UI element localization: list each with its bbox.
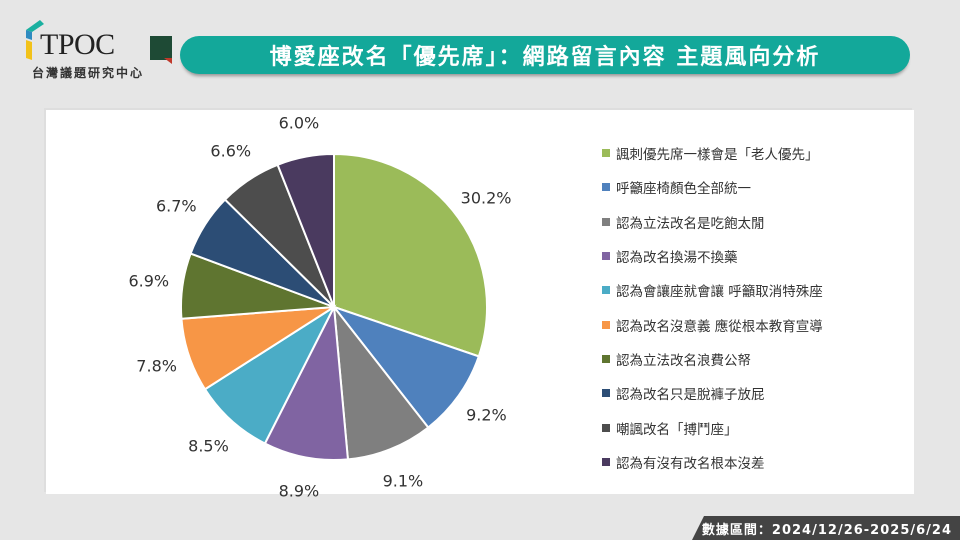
legend-item: 認為會讓座就會讓 呼籲取消特殊座 [602, 273, 902, 307]
legend-swatch-icon [602, 217, 610, 226]
legend-item: 認為立法改名浪費公帑 [602, 342, 902, 376]
legend-swatch-icon [602, 286, 610, 295]
legend-swatch-icon [602, 183, 610, 192]
legend-label: 認為有沒有改名根本沒差 [616, 455, 765, 472]
pie-chart: 30.2% 9.2% 9.1% 8.9% 8.5% 7.8% 6.9% 6.7% 6.6% 6.0… [46, 110, 606, 500]
legend-swatch-icon [602, 423, 610, 432]
legend-item: 嘲諷改名「搏鬥座」 [602, 410, 902, 444]
pie-data-label: 6.0% [278, 113, 320, 133]
pie-slice [333, 152, 489, 358]
legend-swatch-icon [602, 354, 610, 363]
pie-data-label: 8.5% [188, 436, 229, 456]
legend-label: 認為立法改名是吃飽太閒 [616, 215, 765, 232]
date-range-bar: 數據區間：2024/12/26-2025/6/24 [692, 516, 960, 540]
tpoc-logo: TPOC 台灣議題研究中心 [24, 18, 172, 80]
legend-item: 認為有沒有改名根本沒差 [602, 445, 902, 479]
legend-item: 呼籲座椅顏色全部統一 [602, 170, 902, 204]
legend-label: 認為改名換湯不換藥 [616, 250, 738, 267]
pie-slice [332, 303, 430, 461]
legend-swatch-icon [602, 252, 610, 261]
pie-data-label: 6.9% [128, 271, 170, 291]
legend-swatch-icon [602, 457, 610, 466]
legend-label: 認為改名沒意義 應從根本教育宣導 [616, 318, 823, 335]
pie-data-label: 8.9% [278, 481, 320, 501]
legend-label: 認為立法改名浪費公帑 [616, 352, 751, 369]
pie-data-label: 7.8% [136, 356, 177, 376]
legend-item: 認為改名換湯不換藥 [602, 239, 902, 273]
pie-data-label: 6.7% [155, 196, 197, 216]
pie-data-label: 6.6% [210, 141, 252, 161]
pie-slice [276, 152, 335, 308]
legend-item: 認為立法改名是吃飽太閒 [602, 205, 902, 239]
pie-data-label: 9.1% [382, 471, 424, 491]
chart-card: 30.2% 9.2% 9.1% 8.9% 8.5% 7.8% 6.9% 6.7% 6.6% 6.0… [46, 110, 914, 500]
chart-legend: 諷刺優先席一樣會是「老人優先」 呼籲座椅顏色全部統一 認為立法改名是吃飽太閒 認… [602, 136, 902, 479]
pie-slice [331, 304, 481, 429]
legend-label: 諷刺優先席一樣會是「老人優先」 [616, 147, 819, 164]
legend-swatch-icon [602, 389, 610, 398]
legend-swatch-icon [602, 320, 610, 329]
pie-slice [263, 303, 350, 461]
logo-badge-icon [150, 36, 172, 60]
date-range-text: 數據區間：2024/12/26-2025/6/24 [701, 522, 952, 538]
title-bar: 博愛座改名「優先席」：網路留言內容 主題風向分析 [180, 36, 910, 74]
legend-label: 嘲諷改名「搏鬥座」 [616, 421, 738, 438]
legend-label: 呼籲座椅顏色全部統一 [616, 181, 751, 198]
pie-chart-svg [180, 152, 489, 461]
pie-data-label: 9.2% [466, 405, 507, 425]
legend-item: 認為改名沒意義 應從根本教育宣導 [602, 307, 902, 341]
logo-mark-icon [26, 20, 44, 60]
logo-subtitle: 台灣議題研究中心 [32, 66, 145, 80]
legend-label: 認為改名只是脫褲子放屁 [616, 387, 765, 404]
legend-label: 認為會讓座就會讓 呼籲取消特殊座 [616, 284, 823, 301]
legend-item: 諷刺優先席一樣會是「老人優先」 [602, 136, 902, 170]
legend-swatch-icon [602, 149, 610, 158]
legend-item: 認為改名只是脫褲子放屁 [602, 376, 902, 410]
pie-data-label: 30.2% [460, 188, 512, 208]
logo-text: TPOC [40, 28, 115, 61]
page-title: 博愛座改名「優先席」：網路留言內容 主題風向分析 [269, 45, 821, 70]
